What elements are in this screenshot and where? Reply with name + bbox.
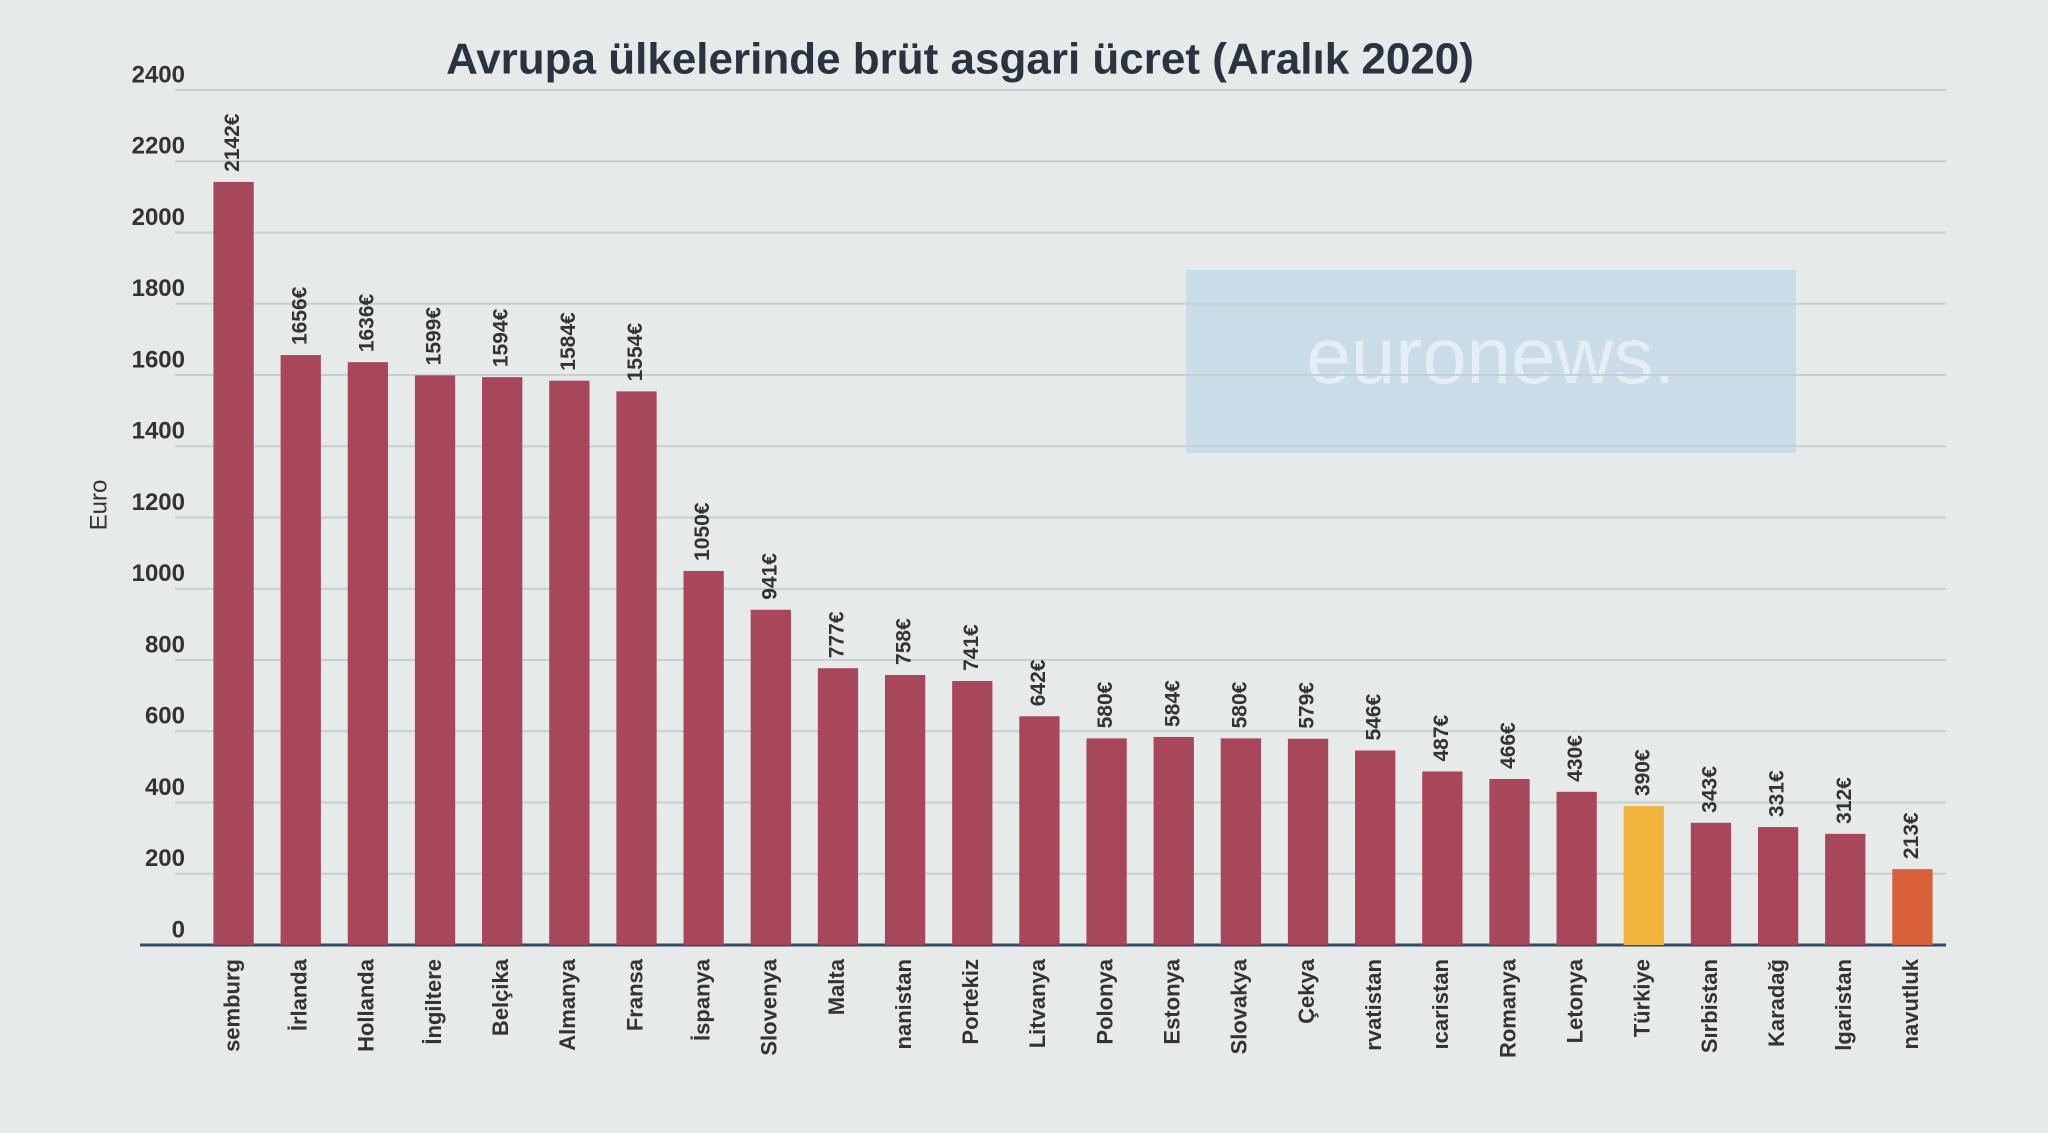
bar <box>1757 827 1799 945</box>
value-label: 758€ <box>893 618 916 665</box>
bar <box>1019 716 1060 945</box>
bar <box>884 674 926 945</box>
y-tick-label: 1800 <box>132 275 185 302</box>
x-tick-label: Portekiz <box>958 959 983 1045</box>
x-tick-label: Karadağ <box>1764 959 1789 1047</box>
watermark: euronews. <box>1306 311 1675 400</box>
value-label: 2142€ <box>221 113 244 172</box>
value-label: 1636€ <box>355 293 378 352</box>
bar <box>482 377 523 945</box>
value-label: 546€ <box>1363 693 1386 740</box>
bar <box>1422 771 1463 945</box>
y-tick-label: 600 <box>145 703 185 730</box>
y-tick-label: 2000 <box>132 204 185 231</box>
x-tick-label: nanistan <box>891 959 916 1049</box>
bar <box>1489 778 1530 945</box>
bar <box>280 355 321 945</box>
value-label: 1050€ <box>691 502 714 561</box>
y-axis-label: Euro <box>85 480 112 531</box>
value-label: 580€ <box>1228 681 1251 728</box>
y-tick-label: 2200 <box>132 133 185 160</box>
value-label: 584€ <box>1161 680 1184 727</box>
value-label: 213€ <box>1900 812 1923 859</box>
x-tick-label: Slovakya <box>1227 958 1252 1054</box>
y-tick-label: 2400 <box>132 61 185 88</box>
bar <box>1287 738 1329 945</box>
x-tick-label: Malta <box>824 958 849 1015</box>
value-label: 487€ <box>1430 714 1453 761</box>
value-label: 642€ <box>1027 659 1050 706</box>
y-tick-label: 0 <box>172 916 185 943</box>
watermark-box <box>1186 270 1796 453</box>
y-tick-label: 1200 <box>132 489 185 516</box>
y-tick-label: 1600 <box>132 346 185 373</box>
x-tick-label: ıcaristan <box>1428 959 1453 1050</box>
x-tick-label: Almanya <box>555 958 580 1050</box>
bar <box>347 362 389 945</box>
x-tick-label: navutluk <box>1898 958 1923 1049</box>
x-tick-label: Litvanya <box>1025 958 1050 1048</box>
value-label: 466€ <box>1497 722 1520 769</box>
x-tick-label: İspanya <box>689 958 714 1041</box>
value-label: 1554€ <box>624 323 647 382</box>
bar <box>1153 736 1194 945</box>
bar <box>414 375 456 945</box>
value-label: 331€ <box>1766 770 1789 817</box>
x-tick-label: İngiltere <box>421 959 446 1045</box>
x-tick-label: Slovenya <box>757 958 782 1055</box>
value-label: 579€ <box>1296 682 1319 729</box>
x-tick-label: rvatistan <box>1361 959 1386 1051</box>
value-label: 777€ <box>826 611 849 658</box>
value-label: 430€ <box>1564 735 1587 782</box>
value-label: 343€ <box>1699 766 1722 813</box>
bar <box>952 681 993 945</box>
x-tick-label: Belçika <box>488 958 513 1036</box>
y-tick-label: 200 <box>145 845 185 872</box>
bar <box>549 380 590 945</box>
value-label: 580€ <box>1094 681 1117 728</box>
x-tick-label: Polonya <box>1092 958 1117 1044</box>
bar <box>1892 869 1933 945</box>
value-label: 941€ <box>758 553 781 600</box>
x-tick-label: lgaristan <box>1831 959 1856 1051</box>
x-tick-label: Sırbistan <box>1697 959 1722 1053</box>
x-tick-label: Romanya <box>1495 958 1520 1058</box>
y-tick-label: 400 <box>145 774 185 801</box>
bar <box>1690 822 1732 945</box>
value-label: 1594€ <box>490 308 513 367</box>
bar <box>1220 738 1262 945</box>
bar <box>616 391 657 945</box>
y-tick-label: 1400 <box>132 418 185 445</box>
x-tick-label: Hollanda <box>354 958 379 1052</box>
bar <box>683 570 724 945</box>
value-label: 390€ <box>1631 749 1654 796</box>
bar <box>1355 750 1396 945</box>
bar <box>1623 806 1664 945</box>
bar <box>1556 791 1597 945</box>
value-label: 741€ <box>960 624 983 671</box>
x-tick-label: Fransa <box>622 958 647 1031</box>
value-label: 1584€ <box>557 312 580 371</box>
x-tick-label: Letonya <box>1562 958 1587 1043</box>
value-label: 1656€ <box>288 286 311 345</box>
x-tick-label: semburg <box>219 959 244 1052</box>
bar <box>817 668 859 945</box>
x-tick-label: Türkiye <box>1630 959 1655 1037</box>
x-tick-label: Estonya <box>1160 958 1185 1044</box>
chart-title: Avrupa ülkelerinde brüt asgari ücret (Ar… <box>446 35 1474 84</box>
value-label: 312€ <box>1833 777 1856 824</box>
x-tick-label: Çekya <box>1294 958 1319 1024</box>
y-tick-label: 800 <box>145 631 185 658</box>
bar <box>1086 738 1127 945</box>
bar <box>213 181 254 946</box>
value-label: 1599€ <box>423 307 446 366</box>
bar <box>1825 833 1866 945</box>
y-tick-label: 1000 <box>132 560 185 587</box>
bar <box>750 609 791 945</box>
x-tick-label: İrlanda <box>287 958 312 1031</box>
